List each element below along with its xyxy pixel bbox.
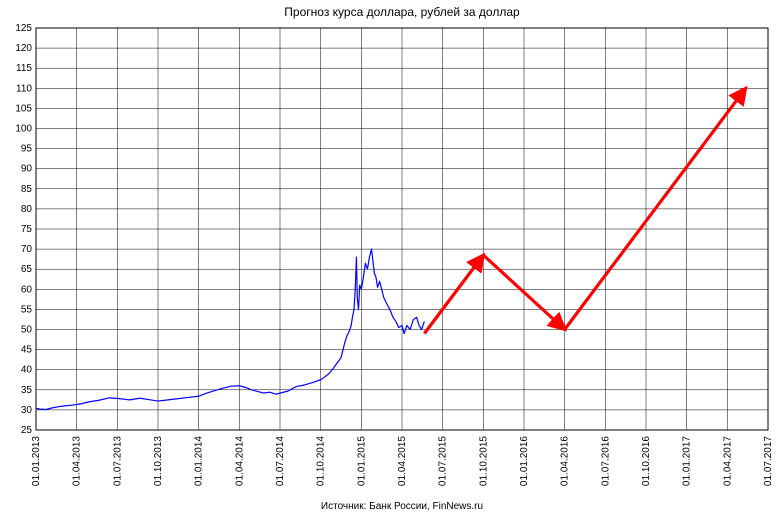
x-tick-label: 01.10.2014 [316,436,327,486]
y-tick-label: 45 [21,345,33,356]
x-tick-label: 01.04.2013 [72,436,83,486]
y-tick-label: 120 [15,43,32,54]
dollar-forecast-chart: Прогноз курса доллара, рублей за доллар 2… [0,0,780,515]
y-tick-label: 105 [15,103,32,114]
y-tick-label: 110 [16,83,32,94]
x-tick-label: 01.07.2017 [763,436,774,486]
y-tick-label: 125 [15,23,32,34]
x-tick-label: 01.01.2016 [519,436,530,486]
x-tick-label: 01.07.2014 [275,436,286,486]
y-tick-label: 35 [21,385,33,396]
x-tick-label: 01.01.2014 [194,436,205,486]
x-tick-label: 01.10.2015 [478,436,489,486]
x-tick-label: 01.07.2015 [438,436,449,486]
x-tick-label: 01.07.2016 [600,436,611,486]
y-tick-label: 60 [21,284,33,295]
x-tick-label: 01.10.2013 [153,436,164,486]
y-tick-label: 115 [16,63,32,74]
chart-title: Прогноз курса доллара, рублей за доллар [284,5,520,19]
y-tick-label: 90 [21,164,33,175]
x-tick-label: 01.04.2017 [722,436,733,486]
y-tick-label: 55 [21,304,33,315]
y-tick-label: 85 [21,184,33,195]
x-tick-label: 01.01.2017 [682,436,693,486]
y-tick-label: 25 [21,425,33,436]
y-tick-label: 65 [21,264,33,275]
chart-svg: Прогноз курса доллара, рублей за доллар 2… [0,0,780,515]
y-tick-label: 75 [21,224,33,235]
y-tick-label: 80 [21,204,33,215]
y-tick-label: 40 [21,365,33,376]
x-tick-label: 01.07.2013 [112,436,123,486]
y-tick-label: 70 [21,244,33,255]
x-tick-label: 01.01.2015 [356,436,367,486]
x-tick-label: 01.10.2016 [641,436,652,486]
chart-source: Источник: Банк России, FinNews.ru [321,501,483,512]
y-tick-label: 95 [21,144,33,155]
x-tick-label: 01.04.2014 [234,436,245,486]
x-tick-label: 01.04.2016 [560,436,571,486]
y-tick-label: 30 [21,405,33,416]
x-tick-label: 01.01.2013 [31,436,42,486]
y-tick-label: 100 [15,124,32,135]
y-tick-label: 50 [21,325,33,336]
x-tick-label: 01.04.2015 [397,436,408,486]
